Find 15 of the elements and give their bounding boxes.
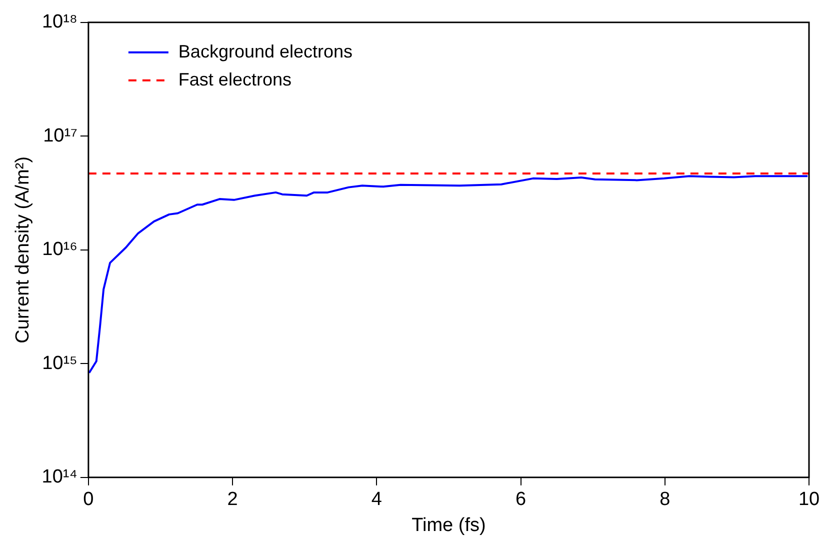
x-tick-label: 8 [660,489,670,510]
x-tick-label: 4 [371,489,382,510]
y-axis-title: Current density (A/m²) [12,156,34,344]
x-tick-label: 6 [515,489,526,510]
y-tick-label: 10¹⁵ [42,352,78,374]
legend-label: Fast electrons [178,69,292,90]
legend-label: Background electrons [178,41,353,62]
x-axis-title: Time (fs) [412,514,486,536]
y-tick-label: 10¹⁷ [43,125,78,146]
y-tick-label: 10¹⁴ [42,466,78,488]
y-tick-label: 10¹⁸ [42,12,78,33]
x-tick-label: 10 [798,489,820,510]
y-tick-label: 10¹⁶ [42,239,78,260]
x-tick-label: 0 [83,489,94,510]
x-tick-label: 2 [227,489,238,510]
